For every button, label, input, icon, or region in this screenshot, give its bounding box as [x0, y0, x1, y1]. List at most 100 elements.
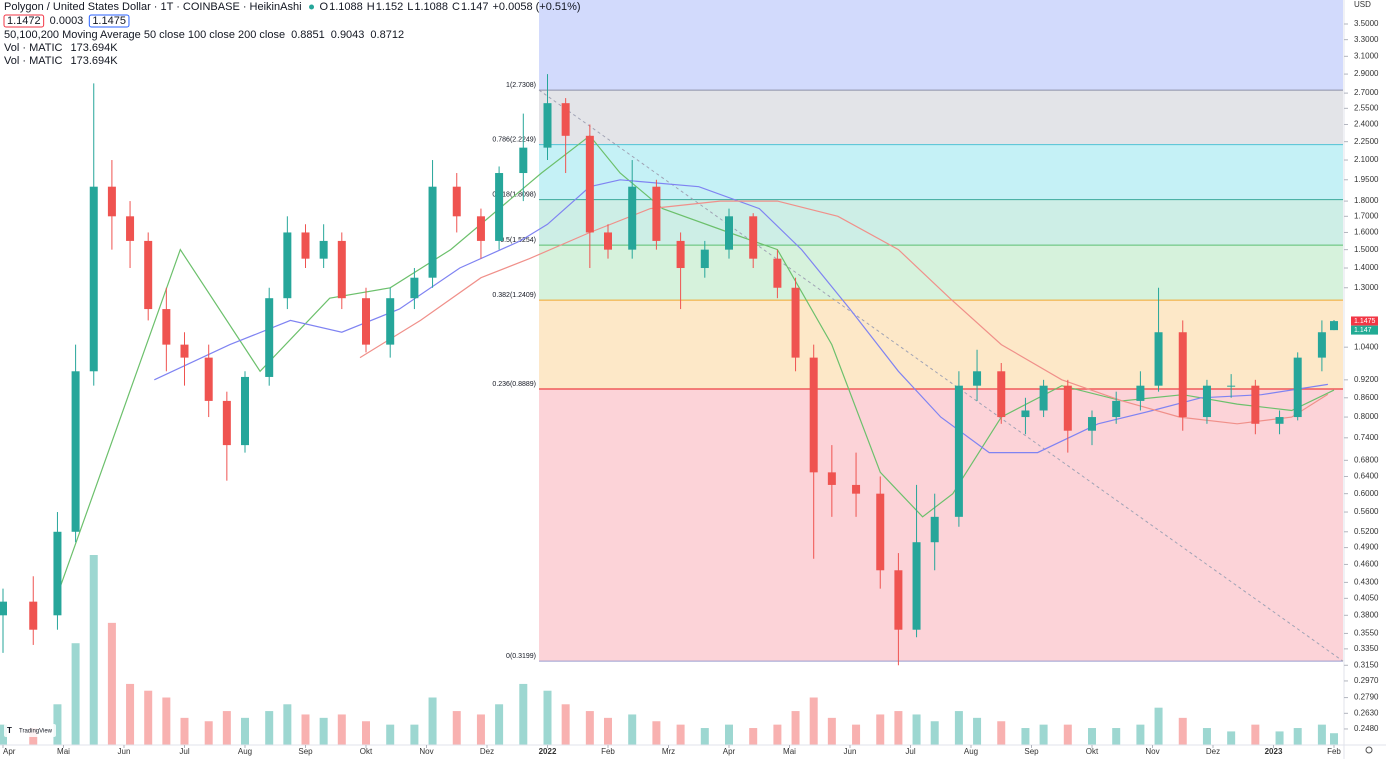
x-tick-label: Okt — [1086, 747, 1099, 756]
volume-bar — [519, 683, 528, 745]
candle-body — [162, 309, 171, 345]
y-tick-label: 3.3000 — [1354, 35, 1379, 44]
volume-bar — [604, 717, 612, 745]
candle-body — [1112, 400, 1121, 418]
volume-bar — [452, 711, 461, 745]
y-tick-label: 0.4050 — [1354, 593, 1379, 602]
volume-bar — [126, 683, 135, 745]
candle-body — [126, 216, 135, 241]
y-tick-label: 0.4300 — [1354, 577, 1379, 586]
y-tick-label: 3.1000 — [1354, 51, 1379, 60]
fib-zone — [539, 144, 1343, 200]
x-tick-label: Nov — [1145, 747, 1159, 756]
volume-bar — [827, 717, 836, 745]
candle-body — [676, 240, 685, 269]
candle-body — [241, 376, 249, 446]
volume-bar — [876, 714, 885, 745]
y-tick-label: 3.5000 — [1354, 19, 1379, 28]
candle-body — [519, 147, 528, 174]
fib-zone — [539, 90, 1343, 145]
volume-bar — [585, 711, 594, 745]
ohlc-key: O — [320, 1, 329, 13]
x-tick-label: Feb — [1327, 747, 1341, 756]
y-tick-label: 0.2970 — [1354, 676, 1379, 685]
fib-label: 1(2.7308) — [506, 82, 536, 89]
y-tick-label: 1.6000 — [1354, 228, 1379, 237]
candle-body — [1293, 357, 1302, 418]
y-tick-label: 0.8600 — [1354, 393, 1379, 402]
volume-bar — [973, 717, 982, 745]
fib-zone — [539, 388, 1343, 662]
candle-body — [337, 240, 346, 299]
candle-body — [301, 232, 310, 259]
x-tick-label: Jul — [179, 747, 189, 756]
candle-body — [1063, 385, 1072, 431]
candle-body — [809, 357, 818, 473]
volume-bar — [222, 711, 231, 745]
candle-body — [1021, 410, 1030, 418]
x-tick-label: 2022 — [539, 747, 557, 756]
price-tag — [1351, 316, 1378, 326]
candle-body — [29, 601, 38, 630]
candle-body — [604, 232, 612, 250]
volume-bar — [543, 690, 552, 745]
currency: USD — [1354, 0, 1371, 9]
price-tag — [1351, 325, 1378, 335]
brand: TradingView — [19, 729, 53, 735]
volume-bar — [1202, 728, 1211, 745]
x-tick-label: Dez — [480, 747, 494, 756]
candle-body — [652, 186, 661, 241]
x-tick-label: Okt — [360, 747, 373, 756]
y-tick-label: 1.8000 — [1354, 196, 1379, 205]
ma-legend: 50,100,200 Moving Average 50 close 100 c… — [4, 29, 285, 41]
volume-bar — [1136, 724, 1145, 745]
volume-bar — [410, 724, 419, 745]
volume-bar — [809, 697, 818, 745]
y-tick-label: 0.2480 — [1354, 724, 1379, 733]
volume-bar — [1251, 724, 1260, 745]
y-tick-label: 2.2500 — [1354, 137, 1379, 146]
x-tick-label: Sep — [1024, 747, 1039, 756]
candle-body — [852, 484, 861, 494]
volume-bar — [241, 717, 249, 745]
volume-bar — [1063, 724, 1072, 745]
volume-bar — [1293, 728, 1302, 745]
fib-zone — [539, 245, 1343, 301]
ohlc-value: 1.1088 — [329, 1, 363, 13]
volume-bar — [997, 721, 1006, 745]
volume-bar — [144, 690, 153, 745]
candle-body — [1178, 332, 1187, 418]
candle-body — [628, 186, 637, 250]
x-tick-label: Jun — [844, 747, 857, 756]
y-tick-label: 2.5500 — [1354, 103, 1379, 112]
candle-body — [543, 103, 552, 148]
price-tag-label: 1.1475 — [1354, 318, 1376, 325]
x-tick-label: Jun — [118, 747, 131, 756]
volume-bar — [1088, 728, 1096, 745]
candle-body — [428, 186, 437, 278]
y-tick-label: 0.3550 — [1354, 629, 1379, 638]
candle-body — [585, 135, 594, 233]
x-tick-label: Mai — [783, 747, 796, 756]
candle-body — [876, 493, 885, 571]
candle-body — [1136, 385, 1145, 401]
candle-body — [410, 277, 419, 299]
y-tick-label: 1.9500 — [1354, 175, 1379, 184]
candle-body — [204, 357, 213, 401]
candle-body — [265, 298, 274, 377]
volume-bar — [652, 721, 661, 745]
price-tag-label: 1.147 — [1354, 327, 1372, 334]
volume-bar — [428, 697, 437, 745]
candle-body — [319, 240, 328, 259]
volume-bar — [162, 697, 171, 745]
candle-body — [1251, 385, 1260, 424]
y-tick-label: 0.2630 — [1354, 708, 1379, 717]
y-tick-label: 1.5000 — [1354, 245, 1379, 254]
volume-bar — [71, 643, 80, 745]
candle-body — [476, 216, 485, 241]
candle-body — [1039, 385, 1048, 411]
settings[interactable] — [1365, 746, 1373, 754]
y-tick-label: 2.1000 — [1354, 155, 1379, 164]
y-tick-label: 0.6400 — [1354, 472, 1379, 481]
candle-body — [1154, 332, 1163, 386]
